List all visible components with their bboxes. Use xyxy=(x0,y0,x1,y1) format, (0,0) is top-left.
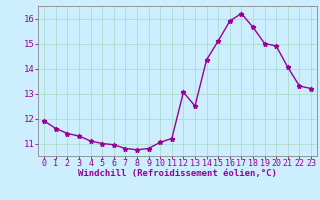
X-axis label: Windchill (Refroidissement éolien,°C): Windchill (Refroidissement éolien,°C) xyxy=(78,169,277,178)
